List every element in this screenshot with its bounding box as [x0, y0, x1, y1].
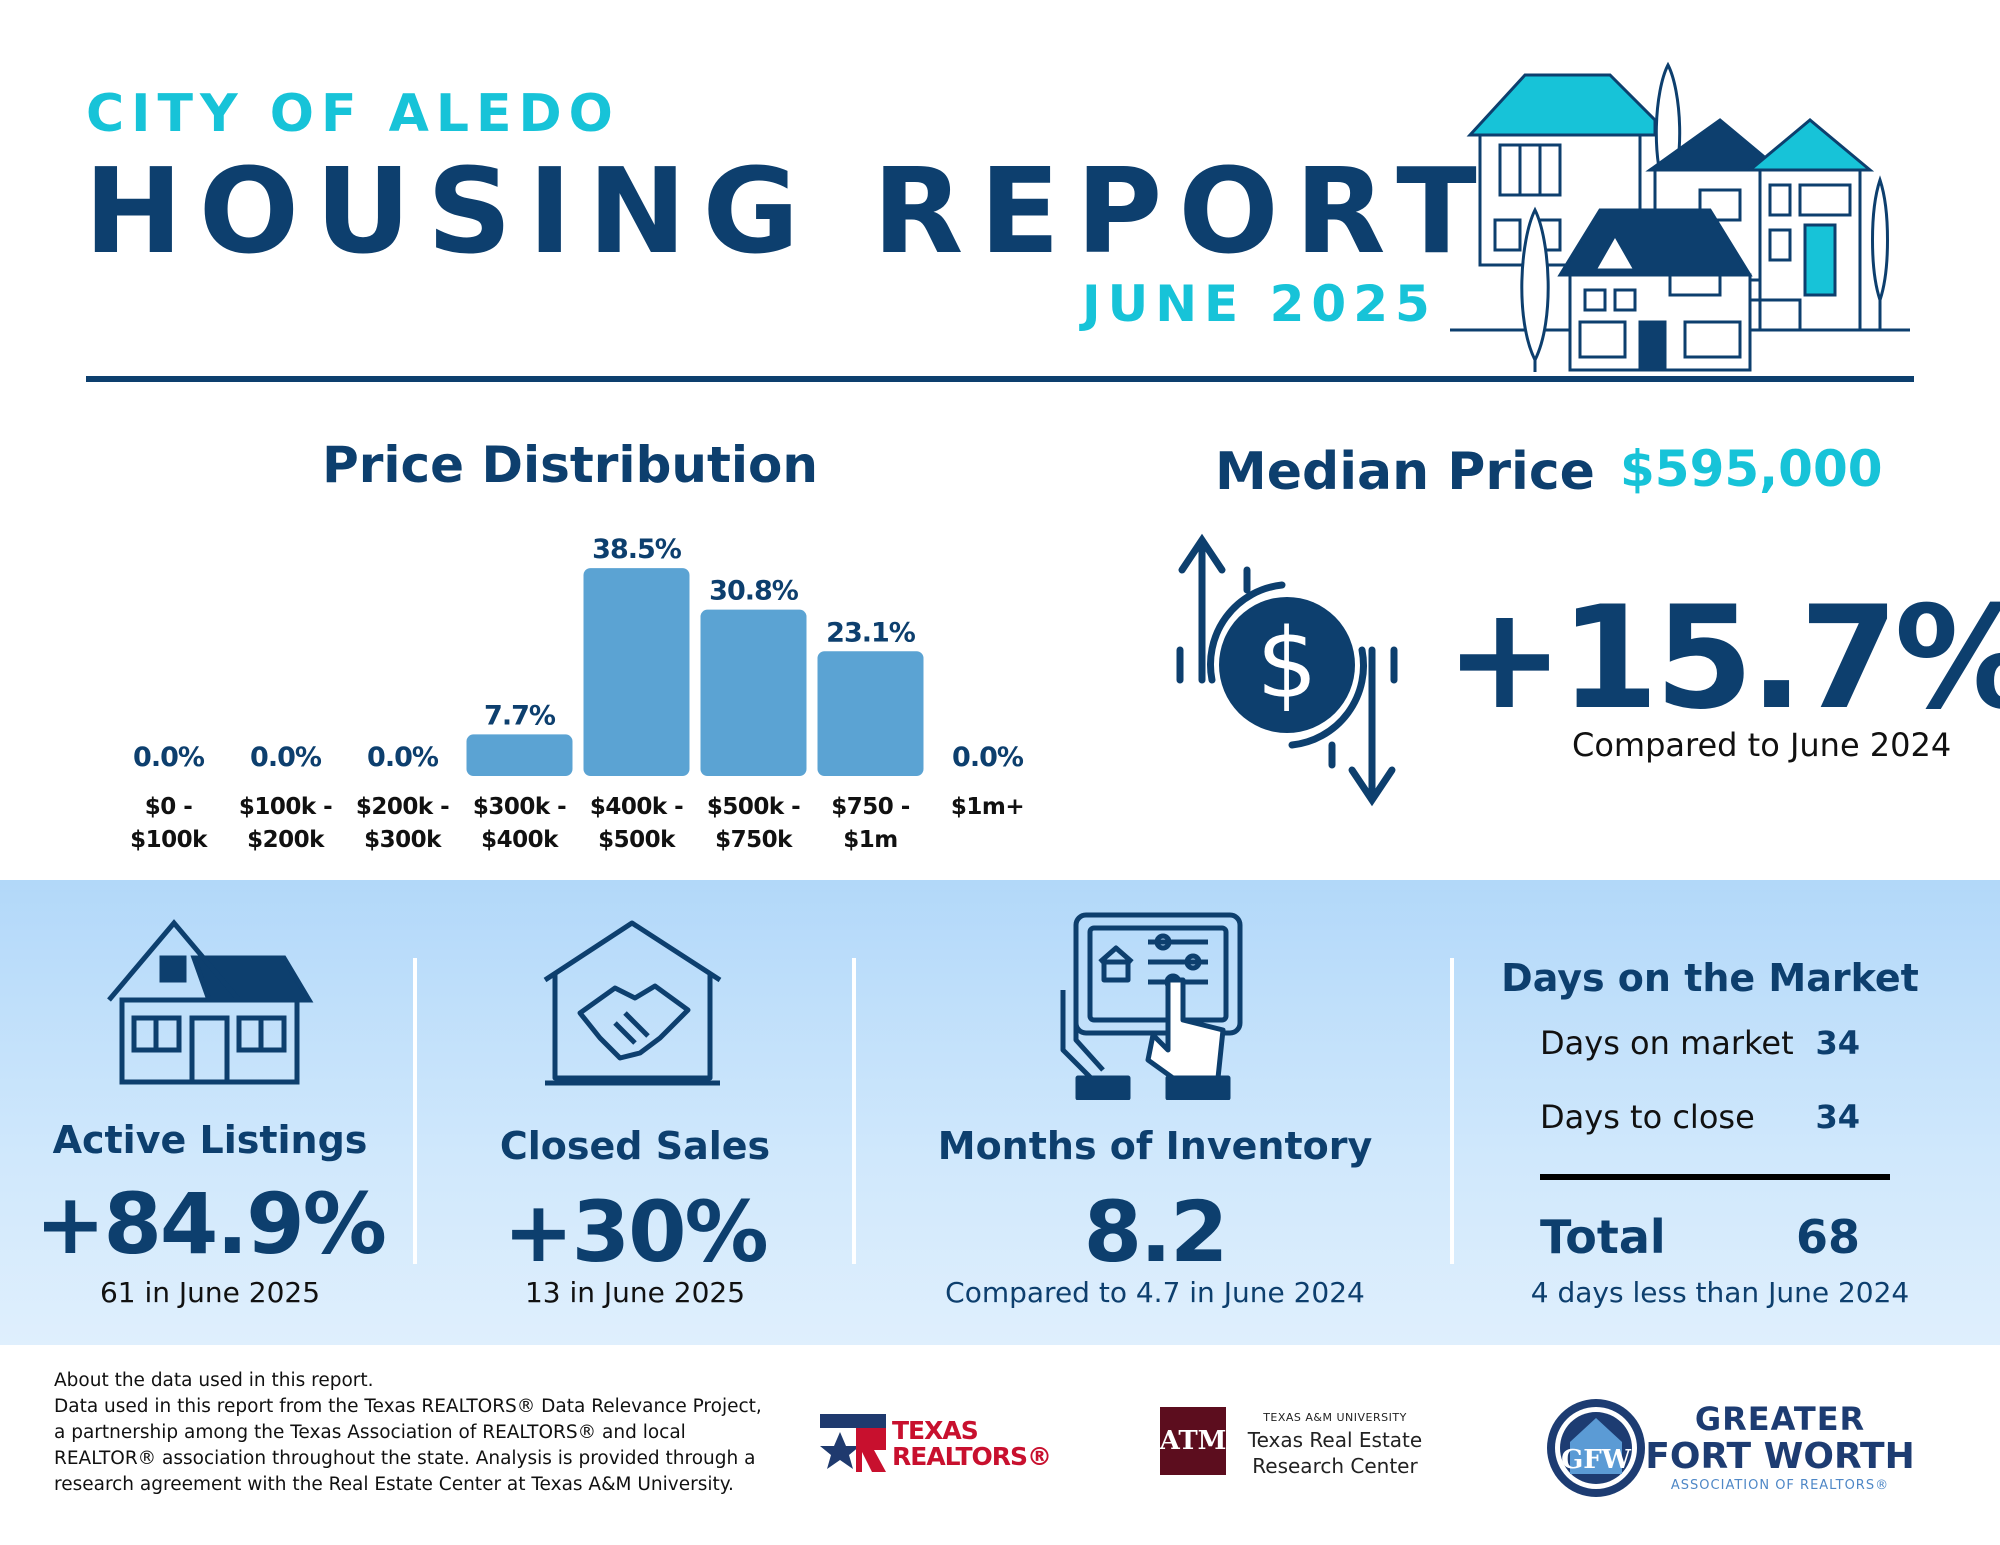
days-on-market-row-label: Days on market — [1540, 1024, 1794, 1062]
dollar-arrows-icon: $ — [1176, 533, 1398, 807]
days-on-market-row-value: 34 — [1815, 1024, 1860, 1062]
price-bar-value-label: 0.0% — [367, 742, 439, 773]
days-on-market-title: Days on the Market — [1501, 956, 1919, 1000]
active-listings-label: Active Listings — [52, 1118, 368, 1162]
data-note: About the data used in this report. Data… — [54, 1368, 774, 1498]
price-category-label: $200k — [247, 827, 325, 853]
texas-am-mark-icon: ATM — [1160, 1407, 1226, 1475]
price-category-label: $300k — [364, 827, 442, 853]
price-category-label: $0 - — [145, 794, 193, 820]
closed-sales-sub: 13 in June 2025 — [524, 1276, 746, 1309]
data-note-title: About the data used in this report. — [54, 1370, 374, 1391]
closed-sales-value: +30% — [503, 1183, 768, 1281]
median-price-change: +15.7% — [1445, 576, 2000, 741]
inventory-label: Months of Inventory — [937, 1124, 1373, 1168]
svg-text:GFW: GFW — [1561, 1445, 1632, 1475]
inventory-sub: Compared to 4.7 in June 2024 — [945, 1276, 1365, 1309]
price-bar-value-label: 23.1% — [826, 617, 916, 648]
price-bar-value-label: 0.0% — [250, 742, 322, 773]
median-price-value: $595,000 — [1620, 440, 1883, 498]
price-distribution-chart: 0.0% $0 - $100k 0.0% $100k - $200k 0.0% $200k -… — [130, 534, 1025, 853]
price-bar-value-label: 0.0% — [133, 742, 205, 773]
active-listings-sub: 61 in June 2025 — [99, 1276, 321, 1309]
texas-realtors-word-1: TEXAS — [892, 1416, 979, 1445]
texas-am-logo: ATM TEXAS A&M UNIVERSITY Texas Real Esta… — [1160, 1405, 1430, 1481]
days-to-close-row-label: Days to close — [1540, 1098, 1755, 1136]
gfw-seal-icon: GFW — [1547, 1399, 1645, 1497]
price-bar — [700, 609, 807, 776]
price-category-label: $100k — [130, 827, 208, 853]
texas-realtors-word-2: REALTORS® — [892, 1442, 1052, 1471]
price-category-label: $750k — [715, 827, 793, 853]
texas-am-center-line1: Texas Real Estate — [1247, 1428, 1423, 1452]
price-bar — [466, 734, 573, 776]
stats-divider — [852, 958, 856, 1264]
median-price-compare: Compared to June 2024 — [1572, 726, 1952, 764]
days-on-market-sub: 4 days less than June 2024 — [1530, 1276, 1910, 1309]
texas-am-university-text: TEXAS A&M UNIVERSITY — [1263, 1411, 1407, 1424]
price-bar — [583, 568, 690, 776]
gfw-line2: FORT WORTH — [1645, 1436, 1915, 1477]
texas-am-center-line2: Research Center — [1252, 1454, 1418, 1478]
price-bar-value-label: 30.8% — [709, 576, 799, 607]
gfw-line3: ASSOCIATION OF REALTORS® — [1670, 1478, 1890, 1493]
texas-realtors-logo: TEXAS REALTORS® — [820, 1408, 1052, 1480]
stats-band — [0, 880, 2000, 1345]
days-total-label: Total — [1540, 1210, 1666, 1264]
report-title: HOUSING REPORT — [84, 142, 1493, 280]
price-bar-value-label: 38.5% — [592, 534, 682, 565]
days-total-row: Total 68 — [1540, 1210, 1860, 1264]
price-bar — [817, 651, 924, 776]
days-total-divider — [1540, 1174, 1890, 1180]
houses-illustration-icon — [1450, 61, 1910, 372]
price-category-label: $500k — [598, 827, 676, 853]
days-to-close-row: Days to close 34 — [1540, 1098, 1860, 1136]
days-to-close-row-value: 34 — [1815, 1098, 1860, 1136]
price-category-label: $750 - — [831, 794, 910, 820]
tablet-hands-icon — [1060, 912, 1243, 1100]
price-category-label: $1m — [843, 827, 897, 853]
price-category-label: $100k - — [239, 794, 332, 820]
median-price-label: Median Price — [1215, 442, 1595, 502]
active-listings-value: +84.9% — [35, 1175, 387, 1273]
texas-realtors-mark-icon — [820, 1414, 886, 1472]
price-category-label: $300k - — [473, 794, 566, 820]
price-distribution-title: Price Distribution — [322, 436, 818, 494]
price-category-label: $500k - — [707, 794, 800, 820]
price-category-label: $400k - — [590, 794, 683, 820]
texas-am-center-text: Texas Real Estate Research Center — [1240, 1427, 1430, 1479]
closed-sales-label: Closed Sales — [499, 1124, 771, 1168]
stats-divider — [413, 958, 417, 1264]
price-category-label: $1m+ — [951, 794, 1024, 820]
price-bar-value-label: 7.7% — [484, 700, 556, 731]
handshake-house-icon — [543, 920, 722, 1086]
days-total-value: 68 — [1795, 1210, 1860, 1264]
house-icon — [107, 919, 314, 1085]
report-date: JUNE 2025 — [1082, 275, 1437, 333]
header-divider — [86, 376, 1914, 382]
gfw-line1: GREATER — [1694, 1400, 1866, 1438]
city-name: CITY OF ALEDO — [86, 84, 620, 144]
inventory-value: 8.2 — [1083, 1183, 1229, 1281]
svg-text:$: $ — [1256, 608, 1317, 720]
price-category-label: $400k — [481, 827, 559, 853]
price-category-label: $200k - — [356, 794, 449, 820]
days-on-market-row: Days on market 34 — [1540, 1024, 1860, 1062]
greater-fort-worth-logo: GFW GREATER FORT WORTH ASSOCIATION OF RE… — [1544, 1392, 1924, 1502]
price-bar-value-label: 0.0% — [952, 742, 1024, 773]
data-note-body: Data used in this report from the Texas … — [54, 1396, 762, 1495]
stats-divider — [1450, 958, 1454, 1264]
